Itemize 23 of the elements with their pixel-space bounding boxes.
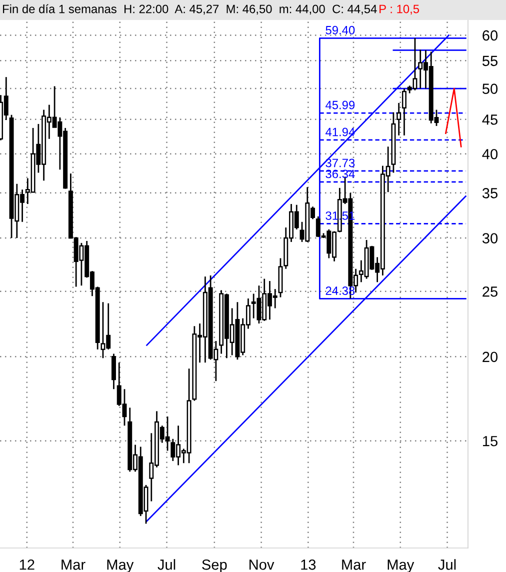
chart-subtitle: P : 10,5	[380, 4, 420, 15]
x-tick-label: Jul	[438, 559, 456, 570]
y-tick-label: 35	[482, 188, 498, 198]
annotation: 45.99	[326, 100, 355, 110]
y-tick-label: 40	[482, 148, 498, 160]
annotation: 37.73	[326, 158, 355, 168]
chart-title: Fin de día 1 semanas H: 22:00 A: 45,27 M: 46,50 m: 44,00 C: 44,54	[3, 4, 377, 15]
y-tick-label: 50	[482, 84, 498, 94]
y-tick-label: 30	[482, 233, 498, 244]
y-tick-label: 60	[482, 30, 498, 41]
y-tick-label: 55	[482, 56, 498, 66]
x-tick-label: Mar	[342, 560, 366, 570]
y-tick-label: 20	[482, 352, 498, 362]
x-tick-label: Nov	[250, 560, 274, 570]
x-tick-label: Jul	[158, 559, 176, 570]
x-tick-label: Mar	[62, 560, 86, 570]
x-tick-label: 13	[301, 559, 316, 570]
annotation: 59.40	[326, 26, 355, 34]
y-tick-label: 15	[483, 436, 498, 446]
annotation: 41.94	[326, 128, 355, 136]
y-tick-label: 45	[482, 114, 498, 125]
x-tick-label: 12	[20, 559, 34, 570]
y-tick-label: 25	[482, 286, 498, 297]
